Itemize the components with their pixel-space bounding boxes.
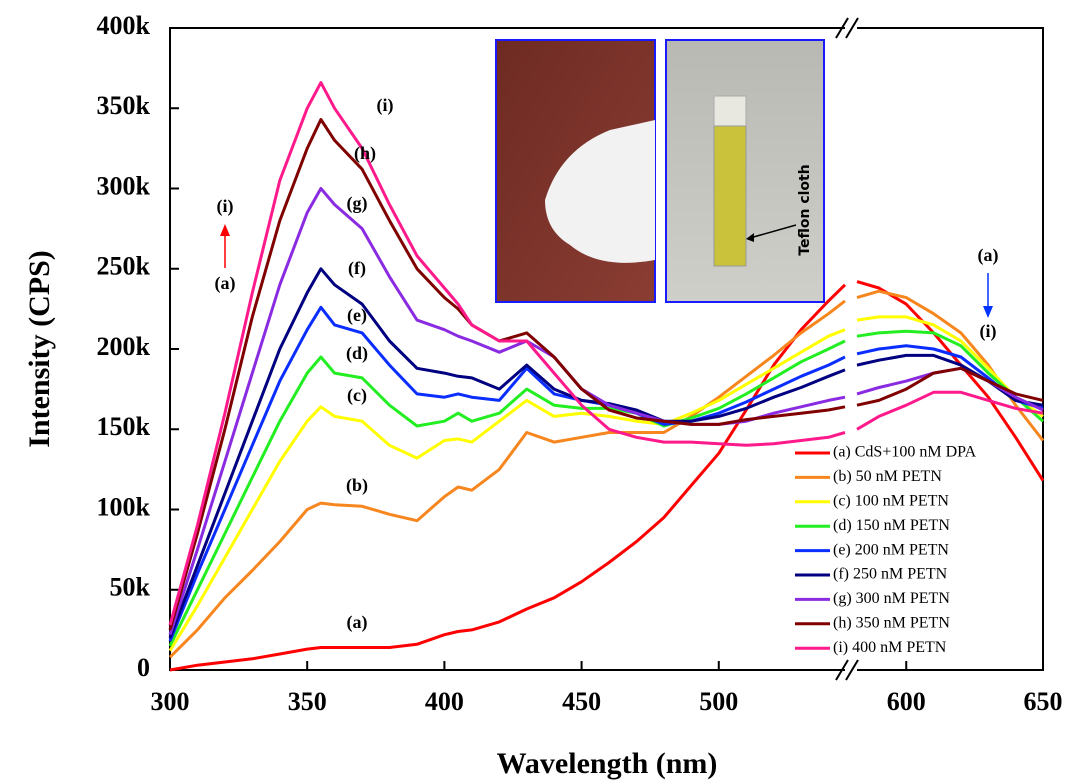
x-tick-label: 300 (151, 687, 190, 716)
x-tick-label: 400 (425, 687, 464, 716)
curve-label: (i) (377, 95, 394, 116)
series-line (856, 280, 1045, 482)
inset-arrow-head (746, 233, 754, 242)
legend-label: (a) CdS+100 nM DPA (833, 444, 977, 461)
curve-label: (a) (215, 273, 236, 294)
curve-label: (i) (217, 196, 234, 217)
series-line (856, 390, 1044, 431)
x-tick-label: 450 (562, 687, 601, 716)
series-line (168, 267, 846, 639)
legend-label: (i) 400 nM PETN (833, 639, 947, 656)
curve-label: (a) (978, 245, 999, 266)
curve-label: (e) (347, 305, 367, 326)
y-tick-label: 250k (97, 252, 151, 281)
y-tick-label: 150k (97, 412, 151, 441)
curve-label: (b) (346, 475, 368, 496)
y-tick-label: 0 (137, 653, 150, 682)
y-tick-label: 100k (97, 492, 151, 521)
curve-label: (i) (980, 321, 997, 342)
series-line (169, 283, 847, 672)
legend-label: (e) 200 nM PETN (833, 541, 949, 558)
break-marks (835, 17, 859, 681)
legend-label: (f) 250 nM PETN (833, 566, 948, 583)
trend-arrow-head (220, 224, 230, 236)
trend-arrow-head (983, 306, 993, 318)
y-axis-title: Intensity (CPS) (23, 250, 56, 448)
vial-cap (713, 95, 747, 127)
series-line (168, 305, 846, 642)
y-tick-label: 400k (97, 11, 151, 40)
legend-label: (d) 150 nM PETN (833, 517, 950, 534)
curve-label: (h) (354, 143, 376, 164)
curve-label: (d) (346, 343, 368, 364)
vial-body (713, 125, 747, 267)
series-line (856, 353, 1044, 407)
y-tick-label: 200k (97, 332, 151, 361)
series-line (168, 328, 846, 652)
x-tick-label: 350 (288, 687, 327, 716)
legend-label: (c) 100 nM PETN (833, 492, 949, 509)
curve-label: (a) (347, 612, 368, 633)
inset-photos: Teflon cloth (495, 39, 825, 303)
series-line (168, 81, 846, 626)
curve-label: (c) (347, 385, 367, 406)
legend-label: (h) 350 nM PETN (833, 614, 950, 631)
x-tick-label: 500 (699, 687, 738, 716)
inset-arrow (749, 224, 797, 239)
glove (545, 120, 655, 263)
series-line (168, 299, 846, 659)
series-group (168, 81, 1045, 672)
x-tick-label: 650 (1024, 687, 1063, 716)
inset-label: Teflon cloth (797, 164, 813, 255)
y-tick-label: 350k (97, 91, 151, 120)
legend-label: (g) 300 nM PETN (833, 590, 950, 607)
x-tick-label: 600 (887, 687, 926, 716)
legend-label: (b) 50 nM PETN (833, 468, 942, 485)
series-line (168, 339, 846, 647)
series-line (856, 366, 1044, 407)
series-line (856, 289, 1045, 442)
curve-label: (f) (348, 258, 366, 279)
curve-label: (g) (347, 193, 368, 214)
y-tick-label: 300k (97, 171, 151, 200)
y-tick-label: 50k (110, 573, 151, 602)
x-axis-title: Wavelength (nm) (497, 747, 718, 780)
axis-break (835, 17, 859, 681)
